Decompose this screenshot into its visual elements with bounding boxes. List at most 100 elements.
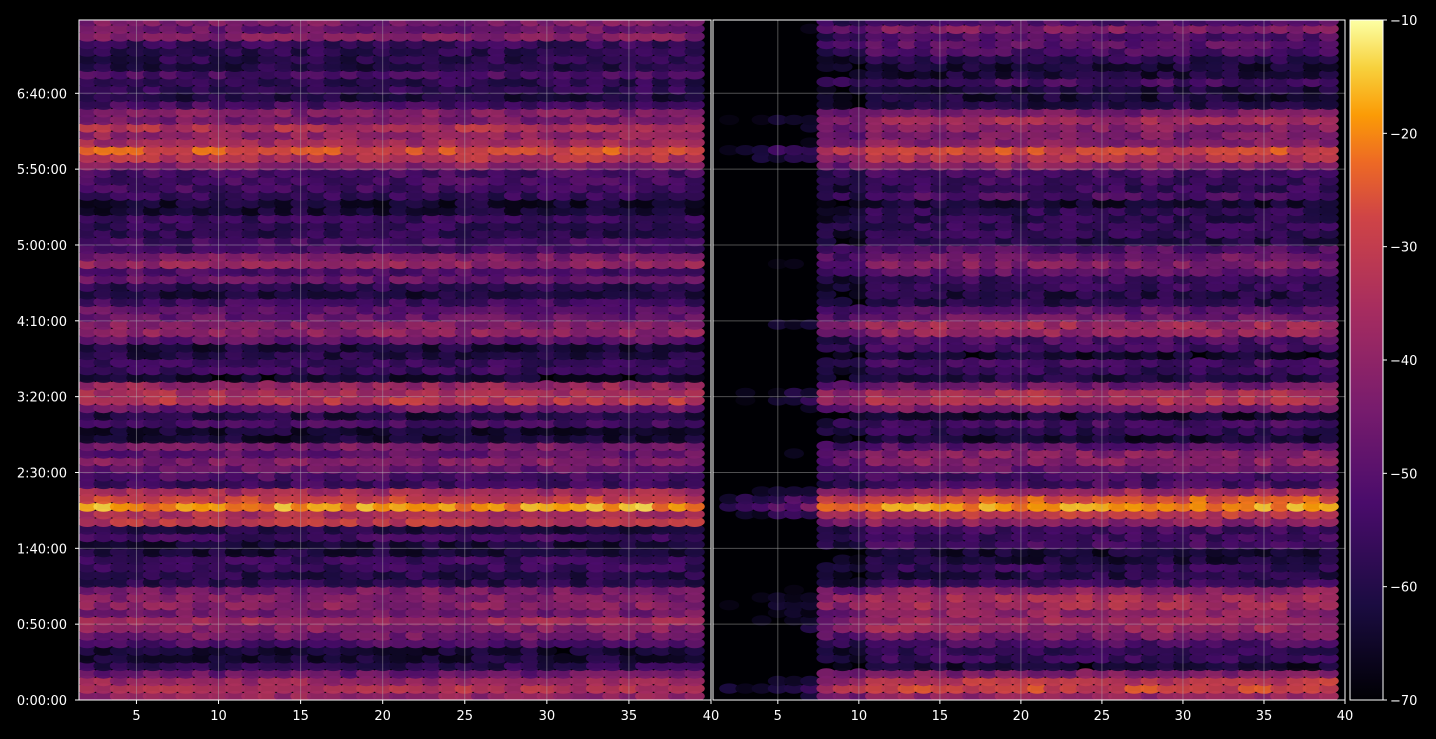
- heatmap-cell: [356, 205, 377, 217]
- heatmap-cell: [175, 327, 196, 338]
- heatmap-cell: [1172, 584, 1193, 596]
- heatmap-cell: [454, 160, 475, 171]
- heatmap-cell: [1318, 554, 1339, 565]
- heatmap-cell: [79, 531, 98, 543]
- heatmap-cell: [602, 213, 623, 224]
- heatmap-cell: [651, 349, 672, 361]
- heatmap-cell: [602, 122, 623, 133]
- heatmap-cell: [618, 84, 640, 95]
- heatmap-cell: [142, 167, 164, 179]
- heatmap-cell: [635, 167, 656, 179]
- heatmap-cell: [356, 266, 377, 277]
- heatmap-cell: [175, 107, 196, 118]
- heatmap-cell: [438, 645, 459, 656]
- heatmap-cell: [881, 637, 902, 649]
- heatmap-cell: [257, 501, 278, 512]
- heatmap-cell: [536, 213, 557, 224]
- heatmap-cell: [454, 425, 475, 436]
- heatmap-cell: [1172, 554, 1193, 565]
- heatmap-cell: [816, 668, 837, 679]
- heatmap-cell: [897, 675, 918, 687]
- heatmap-cell: [405, 175, 426, 186]
- heatmap-cell: [290, 145, 311, 156]
- heatmap-cell: [208, 258, 229, 270]
- heatmap-cell: [618, 99, 640, 110]
- heatmap-cell: [274, 289, 295, 300]
- heatmap-cell: [471, 584, 492, 596]
- heatmap-cell: [520, 182, 541, 194]
- heatmap-cell: [224, 531, 246, 543]
- heatmap-cell: [536, 691, 557, 700]
- heatmap-cell: [126, 493, 147, 505]
- heatmap-cell: [257, 524, 278, 535]
- heatmap-cell: [487, 395, 508, 406]
- heatmap-cell: [1302, 630, 1323, 641]
- heatmap-cell: [994, 683, 1015, 694]
- heatmap-cell: [323, 273, 344, 285]
- heatmap-cell: [569, 266, 590, 277]
- heatmap-cell: [306, 660, 328, 672]
- heatmap-cell: [126, 660, 147, 672]
- heatmap-cell: [471, 546, 492, 558]
- heatmap-cell: [421, 167, 443, 179]
- heatmap-cell: [388, 645, 410, 656]
- heatmap-cell: [191, 448, 213, 459]
- heatmap-cell: [372, 683, 393, 694]
- heatmap-cell: [635, 137, 656, 148]
- heatmap-cell: [175, 683, 196, 694]
- heatmap-cell: [897, 562, 918, 573]
- heatmap-cell: [487, 683, 508, 694]
- heatmap-cell: [553, 122, 574, 133]
- heatmap-cell: [978, 539, 999, 550]
- heatmap-cell: [569, 38, 590, 50]
- heatmap-cell: [126, 562, 147, 573]
- heatmap-cell: [684, 448, 705, 459]
- heatmap-cell: [520, 122, 541, 133]
- heatmap-cell: [946, 683, 967, 694]
- heatmap-cell: [421, 607, 443, 618]
- heatmap-cell: [602, 281, 623, 292]
- heatmap-cell: [126, 653, 147, 664]
- heatmap-cell: [109, 546, 131, 558]
- heatmap-cell: [290, 364, 311, 376]
- heatmap-cell: [651, 425, 672, 436]
- heatmap-cell: [274, 129, 295, 141]
- heatmap-cell: [175, 524, 196, 535]
- heatmap-cell: [421, 198, 443, 209]
- heatmap-cell: [651, 145, 672, 156]
- heatmap-cell: [323, 54, 344, 65]
- heatmap-cell: [602, 54, 623, 65]
- heatmap-cell: [618, 471, 640, 482]
- heatmap-cell: [438, 425, 459, 436]
- heatmap-cell: [405, 509, 426, 520]
- heatmap-cell: [306, 387, 328, 399]
- heatmap-cell: [257, 152, 278, 163]
- heatmap-cell: [388, 501, 410, 512]
- heatmap-cell: [274, 501, 295, 512]
- heatmap-cell: [946, 637, 967, 649]
- heatmap-cell: [191, 675, 213, 687]
- heatmap-cell: [257, 509, 278, 520]
- heatmap-cell: [520, 615, 541, 626]
- heatmap-cell: [684, 577, 705, 588]
- heatmap-cell: [257, 660, 278, 672]
- heatmap-cell: [1059, 554, 1080, 565]
- heatmap-cell: [668, 122, 689, 133]
- heatmap-cell: [618, 281, 640, 292]
- heatmap-cell: [569, 251, 590, 262]
- heatmap-cell: [1270, 653, 1291, 664]
- heatmap-cell: [356, 243, 377, 254]
- heatmap-cell: [1010, 653, 1031, 664]
- heatmap-cell: [323, 592, 344, 603]
- heatmap-cell: [585, 69, 607, 80]
- heatmap-cell: [241, 493, 262, 505]
- heatmap-cell: [93, 562, 114, 573]
- heatmap-cell: [536, 61, 557, 72]
- heatmap-cell: [569, 342, 590, 353]
- heatmap-cell: [618, 440, 640, 452]
- heatmap-cell: [159, 471, 180, 482]
- heatmap-cell: [536, 380, 557, 391]
- heatmap-cell: [1091, 653, 1112, 664]
- heatmap-cell: [290, 107, 311, 118]
- heatmap-cell: [306, 129, 328, 141]
